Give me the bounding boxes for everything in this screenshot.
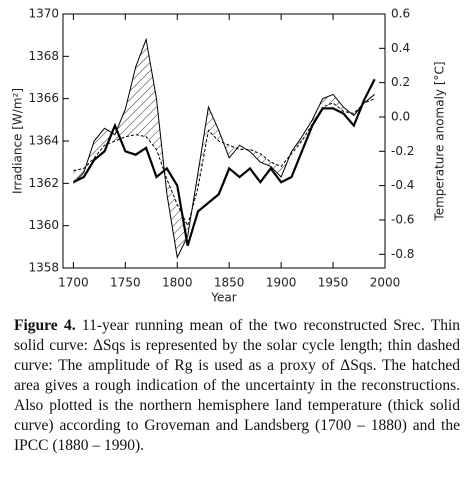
caption-label: Figure 4. xyxy=(14,317,76,334)
x-tick-label: 1950 xyxy=(318,276,349,290)
x-axis-title: Year xyxy=(210,291,236,305)
y-tick-label: 1368 xyxy=(28,49,59,63)
x-tick-label: 1850 xyxy=(214,276,245,290)
caption: Figure 4. 11-year running mean of the tw… xyxy=(14,316,460,456)
y2-tick-label: -0.2 xyxy=(391,144,414,158)
y2-tick-label: 0.6 xyxy=(391,7,410,21)
series-line xyxy=(73,98,375,228)
y-tick-label: 1362 xyxy=(28,176,59,190)
x-tick-label: 1800 xyxy=(162,276,193,290)
chart: Irradiance [W/m²] Temperature anomaly [°… xyxy=(11,7,447,305)
y2-tick-label: 0.0 xyxy=(391,109,410,123)
uncertainty-hatch xyxy=(73,39,375,258)
y2-tick-label: 0.4 xyxy=(391,41,410,55)
y2-tick-label: -0.4 xyxy=(391,178,414,192)
x-tick-label: 1900 xyxy=(266,276,297,290)
x-tick-label: 2000 xyxy=(370,276,401,290)
series-line xyxy=(73,37,375,260)
series-line xyxy=(72,78,376,247)
y-tick-label: 1370 xyxy=(28,7,59,21)
y-tick-label: 1364 xyxy=(28,134,59,148)
x-tick-label: 1750 xyxy=(110,276,141,290)
y-tick-label: 1360 xyxy=(28,218,59,232)
x-tick-label: 1700 xyxy=(58,276,89,290)
y2-tick-label: -0.6 xyxy=(391,212,414,226)
y2-tick-label: -0.8 xyxy=(391,247,414,261)
y2-axis-title: Temperature anomaly [°C] xyxy=(433,61,447,221)
y-tick-label: 1358 xyxy=(28,261,59,275)
y-tick-label: 1366 xyxy=(28,91,59,105)
y-axis-title: Irradiance [W/m²] xyxy=(11,88,25,194)
y2-tick-label: 0.2 xyxy=(391,75,410,89)
caption-text: 11-year running mean of the two reconstr… xyxy=(14,317,461,454)
